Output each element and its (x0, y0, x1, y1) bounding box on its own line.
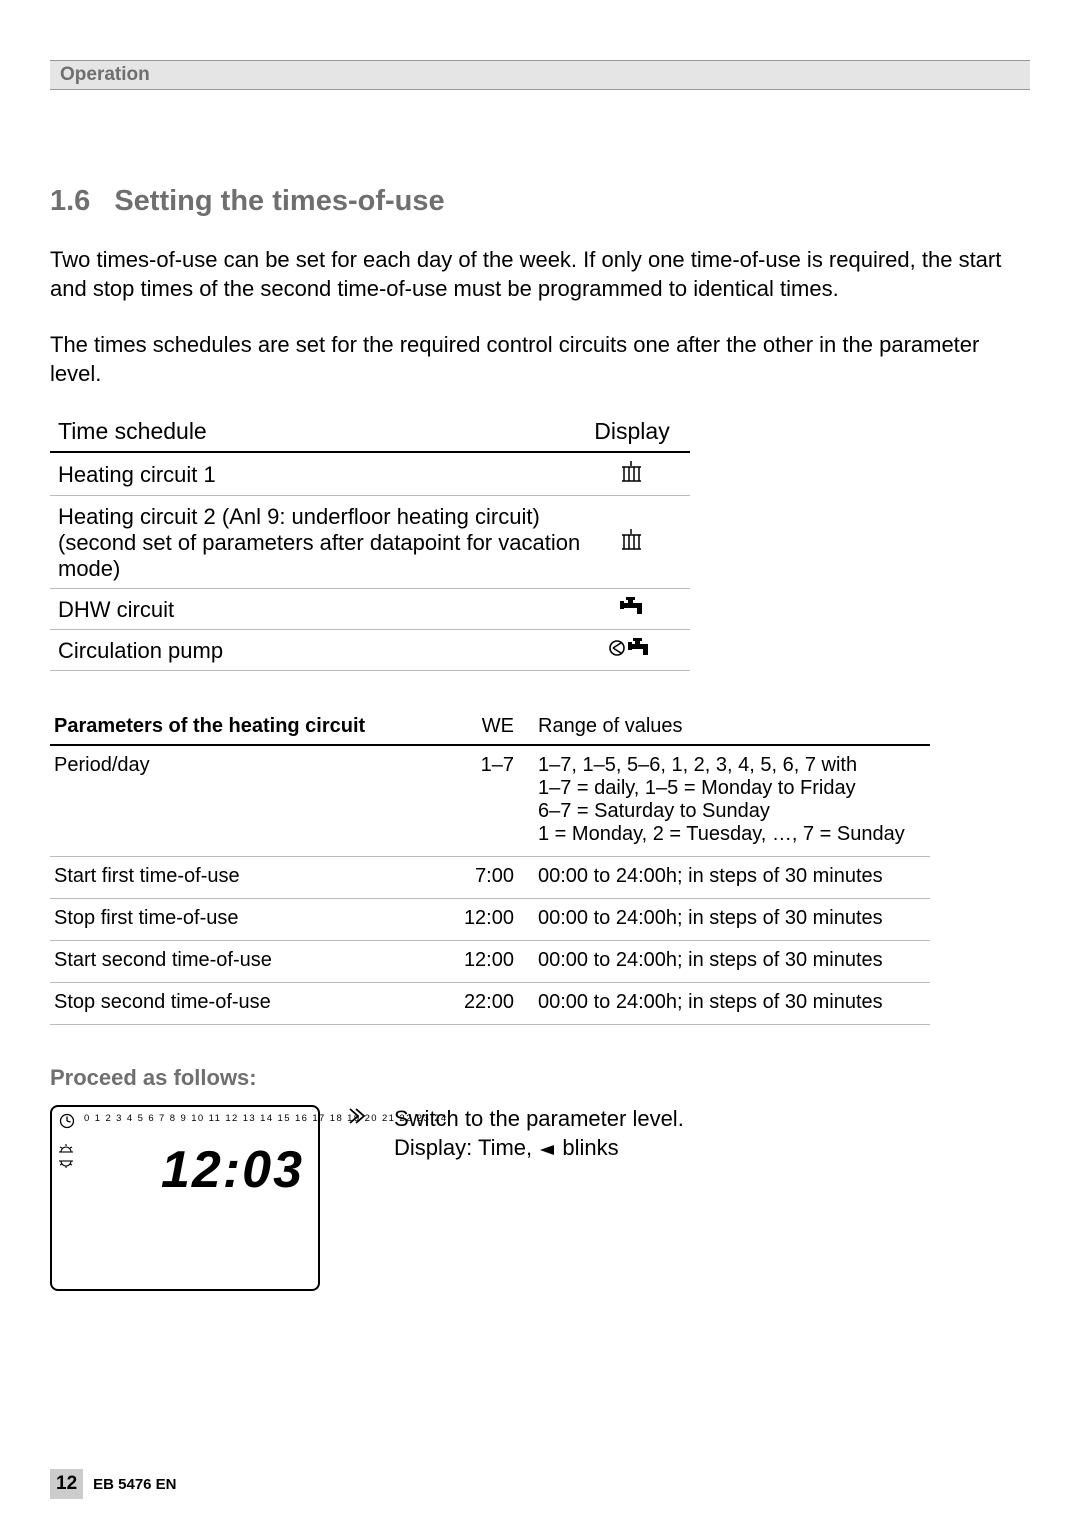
lcd-display: 0 1 2 3 4 5 6 7 8 9 10 11 12 13 14 15 16… (50, 1105, 320, 1291)
schedule-row: DHW circuit (50, 589, 690, 630)
param-cell-range: 00:00 to 24:00h; in steps of 30 minutes (538, 949, 926, 972)
param-row: Start second time-of-use 12:00 00:00 to … (50, 941, 930, 983)
param-cell-param: Stop first time-of-use (54, 907, 424, 930)
schedule-row-label: Circulation pump (58, 638, 582, 664)
schedule-row: Circulation pump (50, 630, 690, 671)
proceed-row: 0 1 2 3 4 5 6 7 8 9 10 11 12 13 14 15 16… (50, 1105, 1030, 1291)
schedule-head-right: Display (582, 418, 682, 445)
param-cell-we: 12:00 (424, 907, 538, 930)
section-para-2: The times schedules are set for the requ… (50, 331, 1030, 388)
param-row: Stop first time-of-use 12:00 00:00 to 24… (50, 899, 930, 941)
param-row: Stop second time-of-use 22:00 00:00 to 2… (50, 983, 930, 1025)
param-row: Start first time-of-use 7:00 00:00 to 24… (50, 857, 930, 899)
schedule-head-left: Time schedule (58, 418, 582, 445)
param-cell-range: 00:00 to 24:00h; in steps of 30 minutes (538, 865, 926, 888)
footer: 12 EB 5476 EN (50, 1469, 177, 1499)
param-cell-range: 00:00 to 24:00h; in steps of 30 minutes (538, 907, 926, 930)
sun-up-icon (58, 1143, 74, 1155)
param-cell-we: 7:00 (424, 865, 538, 888)
lcd-left-icons (58, 1143, 74, 1169)
lcd-time: 12:03 (62, 1140, 304, 1200)
section-number: 1.6 (50, 185, 90, 218)
radiator-icon (582, 461, 682, 489)
section-para-1: Two times-of-use can be set for each day… (50, 246, 1030, 303)
param-cell-we: 12:00 (424, 949, 538, 972)
radiator-icon (582, 529, 682, 557)
schedule-row: Heating circuit 1 (50, 453, 690, 496)
param-cell-param: Stop second time-of-use (54, 991, 424, 1014)
schedule-row-label: Heating circuit 2 (Anl 9: underfloor hea… (58, 504, 540, 529)
clock-icon (59, 1113, 75, 1134)
param-cell-param: Start second time-of-use (54, 949, 424, 972)
param-cell-we: 22:00 (424, 991, 538, 1014)
schedule-table-head: Time schedule Display (50, 410, 690, 453)
sun-down-icon (58, 1157, 74, 1169)
tap-icon (582, 597, 682, 623)
proceed-heading: Proceed as follows: (50, 1065, 1030, 1091)
schedule-row-sub: (second set of parameters after datapoin… (58, 530, 582, 582)
param-cell-param: Period/day (54, 754, 424, 777)
param-head-range: Range of values (538, 715, 926, 738)
section-title: Setting the times-of-use (114, 185, 444, 218)
lcd-hours-scale: 0 1 2 3 4 5 6 7 8 9 10 11 12 13 14 15 16… (84, 1113, 308, 1124)
schedule-table: Time schedule Display Heating circuit 1 … (50, 410, 690, 671)
param-head-we: WE (424, 715, 538, 738)
footer-page: 12 (50, 1469, 83, 1499)
param-table: Parameters of the heating circuit WE Ran… (50, 707, 930, 1025)
param-cell-range: 00:00 to 24:00h; in steps of 30 minutes (538, 991, 926, 1014)
param-cell-param: Start first time-of-use (54, 865, 424, 888)
schedule-row-label: Heating circuit 1 (58, 462, 582, 488)
proceed-line-2-post: blinks (562, 1135, 618, 1160)
param-table-head: Parameters of the heating circuit WE Ran… (50, 707, 930, 746)
footer-doc: EB 5476 EN (93, 1476, 176, 1493)
param-cell-range: 1–7, 1–5, 5–6, 1, 2, 3, 4, 5, 6, 7 with … (538, 754, 926, 846)
param-head-param: Parameters of the heating circuit (54, 715, 424, 738)
header-label: Operation (60, 64, 150, 85)
header-bar: Operation (50, 60, 1030, 90)
left-triangle-icon (538, 1143, 556, 1157)
schedule-row-label: DHW circuit (58, 597, 582, 623)
param-cell-we: 1–7 (424, 754, 538, 777)
proceed-line-2-pre: Display: Time, (394, 1135, 538, 1160)
pump-tap-icon (582, 638, 682, 664)
param-row: Period/day 1–7 1–7, 1–5, 5–6, 1, 2, 3, 4… (50, 746, 930, 857)
schedule-row: Heating circuit 2 (Anl 9: underfloor hea… (50, 496, 690, 589)
page: Operation 1.6 Setting the times-of-use T… (0, 0, 1080, 1529)
section-title-row: 1.6 Setting the times-of-use (50, 185, 1030, 218)
